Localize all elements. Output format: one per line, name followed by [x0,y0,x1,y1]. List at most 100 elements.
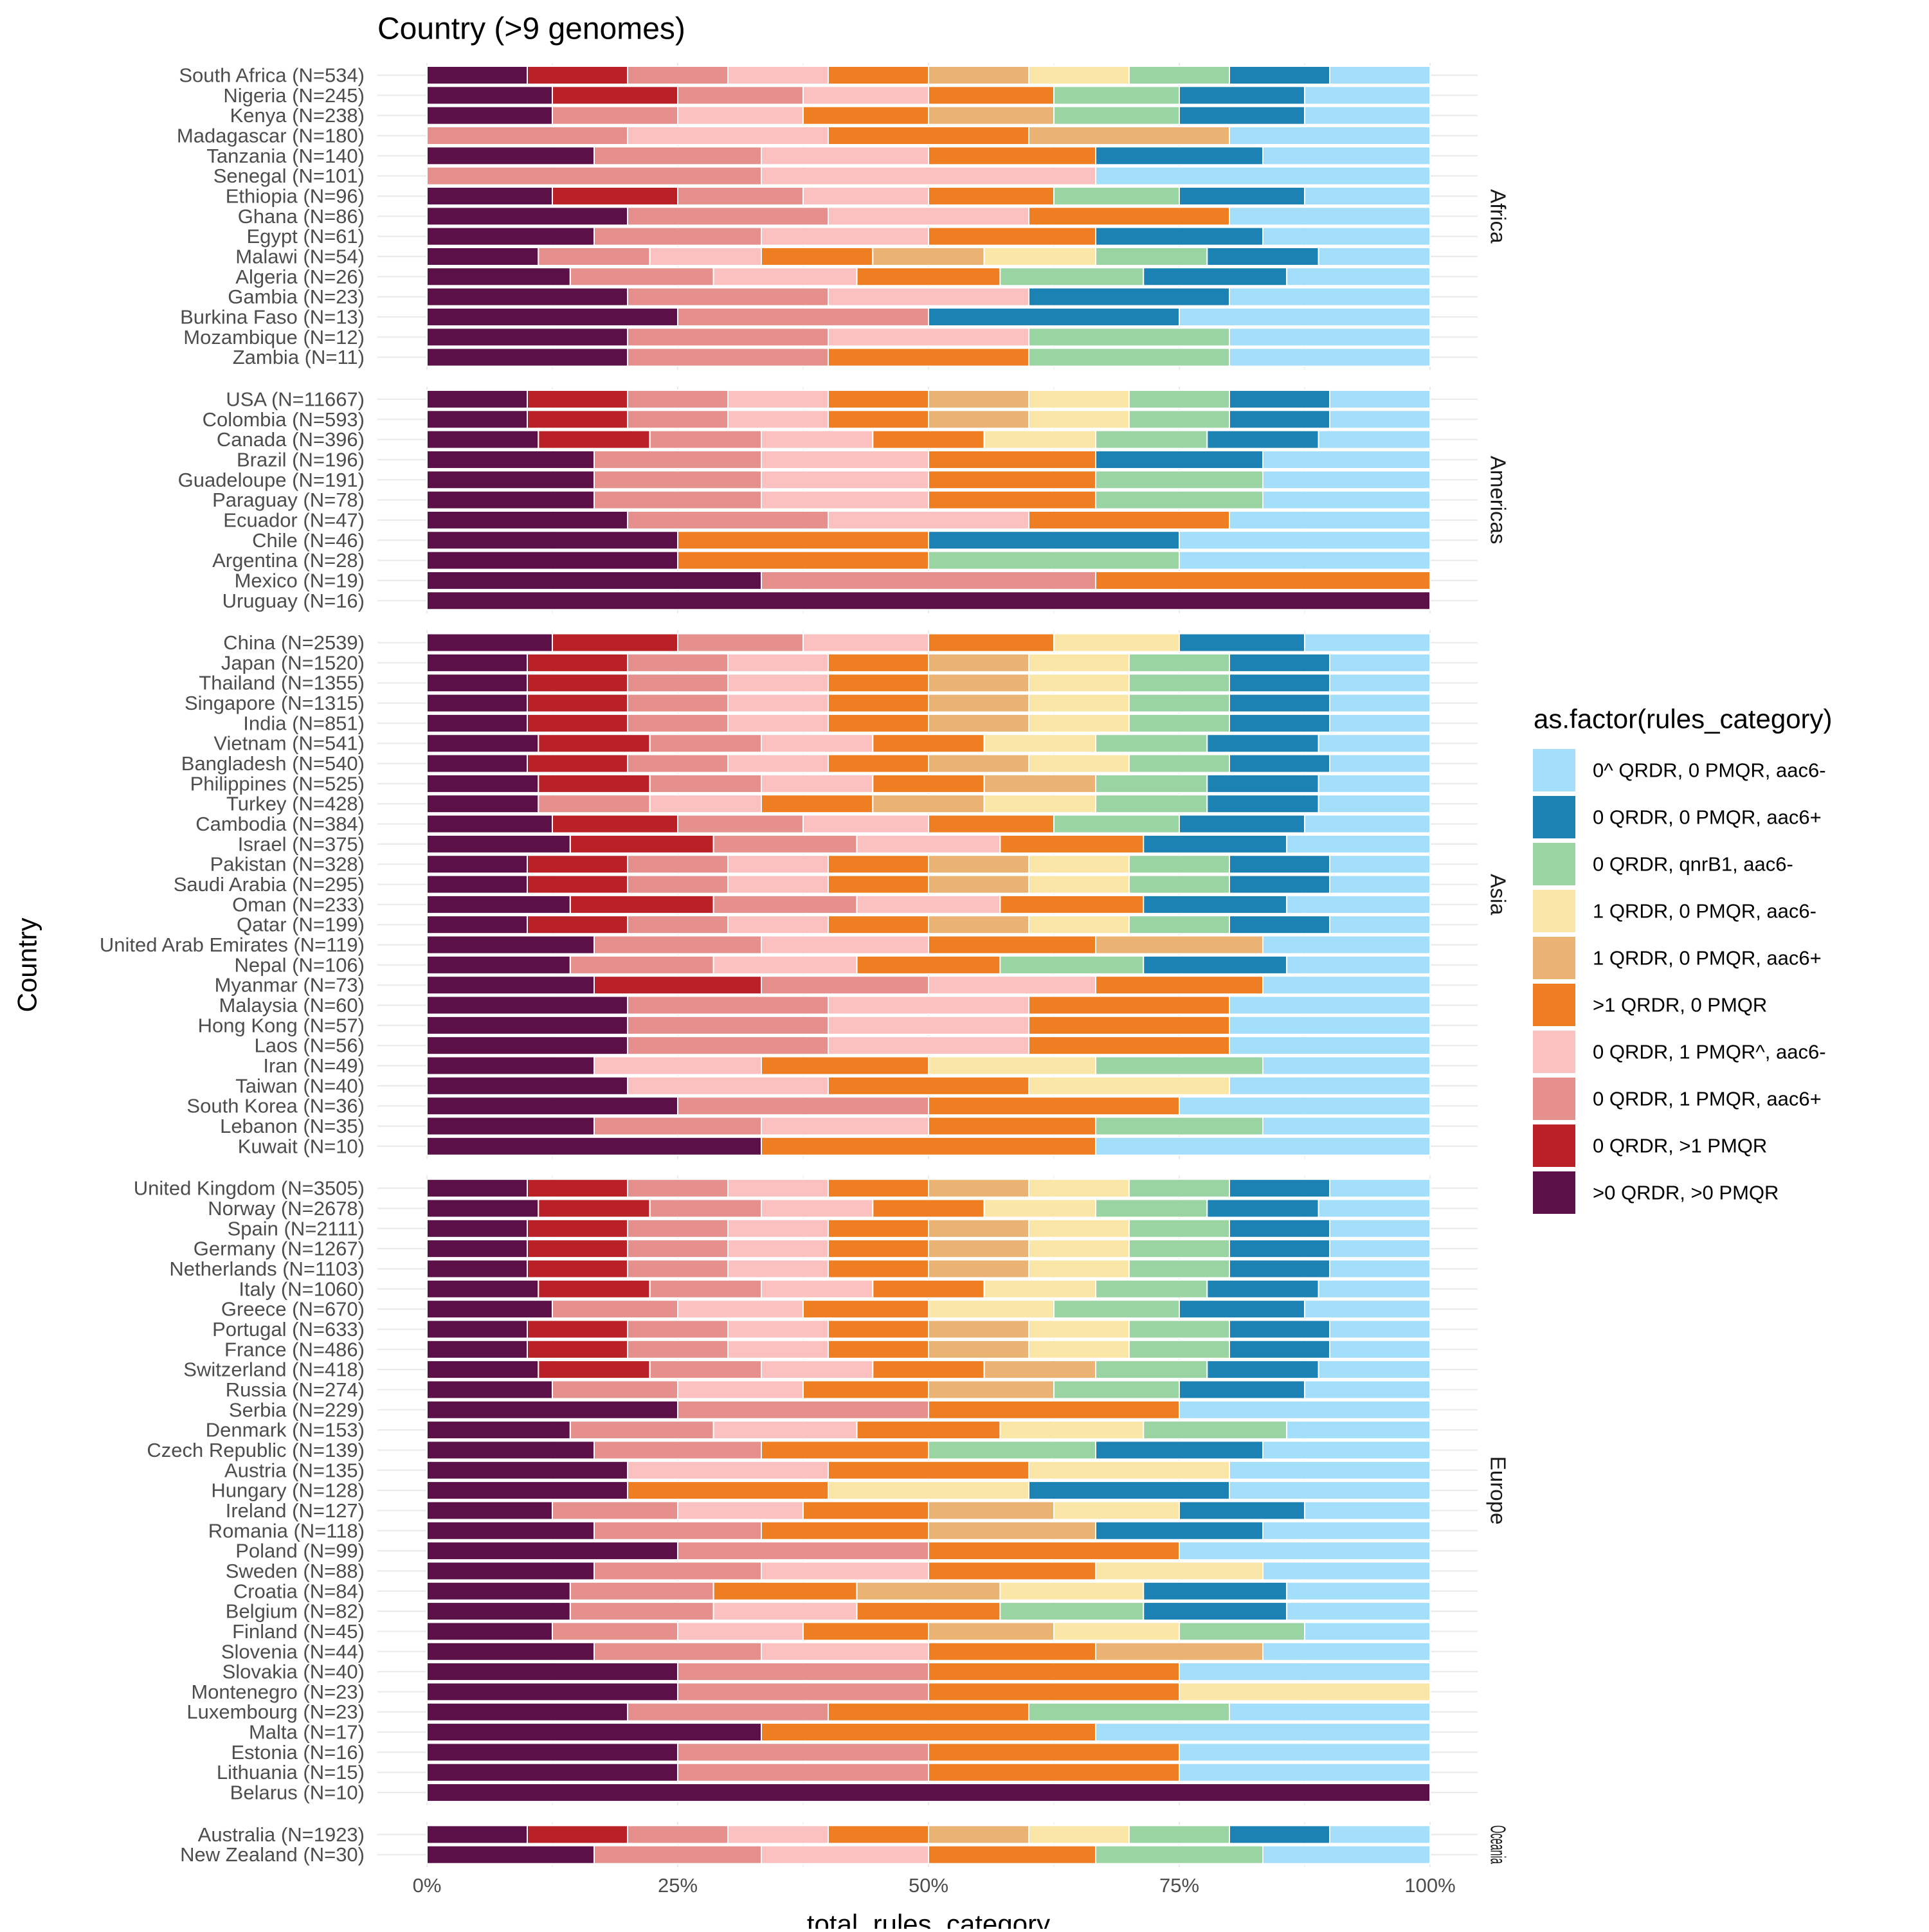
bar-segment [627,1481,829,1501]
bar-segment [761,1561,929,1581]
country-label: Germany (N=1267) [194,1238,365,1260]
bar-segment [983,734,1096,754]
bar-segment [1329,1319,1431,1339]
bar-segment [627,1218,729,1238]
bar-segment [627,995,829,1015]
bar-segment [928,307,1180,327]
bar-segment [552,633,678,653]
bar-segment [1128,1178,1230,1198]
bar-segment [426,1825,528,1845]
bar-segment [1229,1259,1330,1279]
country-label: Algeria (N=26) [235,266,365,288]
bar-segment [983,1198,1096,1218]
country-label: Uruguay (N=16) [222,590,365,612]
bar-segment [1179,530,1431,550]
country-label: France (N=486) [224,1338,365,1360]
bar-segment [1329,1259,1431,1279]
bar-segment [1329,653,1431,673]
bar-segment [627,389,729,409]
bar-segment [569,1581,714,1601]
country-label: Russia (N=274) [226,1378,365,1401]
bar-segment [552,1621,678,1641]
country-label: Switzerland (N=418) [183,1359,365,1381]
bar-segment [1229,1702,1431,1722]
bar-segment [1304,86,1431,105]
bar-segment [552,105,678,125]
bar-segment [677,1742,929,1762]
bar-segment [1095,1845,1263,1864]
country-label: Estonia (N=16) [231,1741,365,1764]
country-label: Iran (N=49) [263,1054,365,1077]
bar-segment [426,653,528,673]
bar-segment [856,1581,1001,1601]
bar-segment [761,1641,929,1661]
bar-segment [677,1541,929,1561]
bar-segment [1128,66,1230,85]
bar-segment [1095,1116,1263,1136]
bar-segment [527,1339,628,1359]
bar-segment [1262,1440,1431,1460]
country-label: Taiwan (N=40) [235,1074,365,1097]
bar-segment [627,673,729,693]
bar-segment [426,995,628,1015]
bar-segment [426,146,595,166]
bar-segment [1095,1440,1263,1460]
bar-segment [928,105,1055,125]
bar-segment [1028,1702,1230,1722]
bar-segment [1028,1076,1230,1096]
bar-segment [527,66,628,85]
bar-segment [527,1178,628,1198]
bar-segment [426,267,571,287]
bar-segment [856,267,1001,287]
bar-segment [928,1541,1180,1561]
bar-segment [593,975,762,995]
country-label: Belarus (N=10) [230,1782,365,1804]
bar-segment [1304,814,1431,834]
bar-segment [527,1319,628,1339]
bar-segment [426,327,628,347]
bar-segment [426,1762,678,1782]
country-label: Colombia (N=593) [203,408,365,431]
bar-segment [426,1783,1431,1803]
bar-segment [828,1239,929,1259]
bar-segment [828,66,929,85]
bar-segment [627,754,729,773]
legend-swatch [1533,749,1575,791]
country-label: Chile (N=46) [252,529,365,552]
x-axis-title: total_rules_category [807,1909,1050,1929]
bar-segment [1229,1036,1431,1056]
country-label: Hong Kong (N=57) [198,1014,365,1036]
country-label: Israel (N=375) [238,833,365,855]
bar-segment [761,1198,874,1218]
bar-segment [1262,1845,1431,1864]
legend-swatch [1533,1031,1575,1073]
bar-segment [426,125,628,145]
bar-segment [1095,490,1263,510]
bar-segment [1329,1239,1431,1259]
bar-segment [712,1420,858,1440]
bar-segment [677,633,804,653]
bar-segment [1028,1460,1230,1480]
bar-segment [1229,389,1330,409]
bar-segment [426,1380,553,1400]
legend-label: 0 QRDR, qnrB1, aac6- [1593,853,1793,876]
bar-segment [1286,1420,1431,1440]
country-label: Turkey (N=428) [226,793,365,815]
bar-segment [1179,1400,1431,1420]
bar-segment [426,1742,678,1762]
country-label: Malta (N=17) [249,1721,365,1744]
bar-segment [1028,1015,1230,1035]
facet-label: Asia [1487,874,1510,916]
bar-segment [1053,814,1180,834]
country-label: Brazil (N=196) [237,448,365,471]
bar-segment [552,1299,678,1319]
bar-segment [761,226,929,246]
bar-segment [727,1825,829,1845]
bar-segment [552,1380,678,1400]
bar-segment [1028,206,1230,226]
bar-segment [1229,874,1330,894]
country-label: Saudi Arabia (N=295) [174,873,365,896]
country-label: Oman (N=233) [232,893,365,916]
bar-segment [1179,550,1431,570]
